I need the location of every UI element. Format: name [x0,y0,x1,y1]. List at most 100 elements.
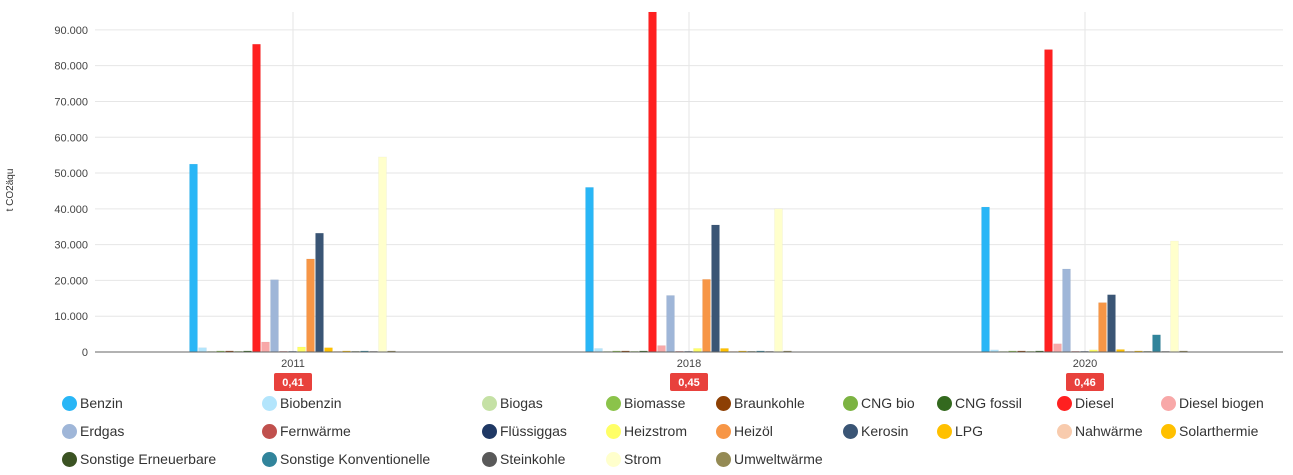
bar[interactable] [324,347,333,353]
y-tick-label: 90.000 [54,25,88,37]
bar[interactable] [594,348,603,353]
legend-item[interactable]: Solarthermie [1161,421,1258,441]
legend-item[interactable]: Biomasse [606,393,685,413]
bar[interactable] [1170,240,1179,353]
legend-marker-icon [262,423,277,439]
legend-marker-icon [843,423,858,439]
legend-marker-icon [843,395,858,411]
x-axis-ticks: 2011 2018 2020 [281,358,1097,370]
bar[interactable] [1107,294,1116,353]
legend-marker-icon [606,423,621,439]
bar[interactable] [297,346,306,353]
bar[interactable] [1044,49,1053,353]
bar[interactable] [189,163,198,353]
bar[interactable] [1098,302,1107,353]
legend-label: CNG fossil [955,395,1022,411]
legend-label: Erdgas [80,423,125,439]
grid-lines [95,12,1283,352]
legend-item[interactable]: CNG bio [843,393,915,413]
legend-marker-icon [482,423,497,439]
legend-label: Steinkohle [500,451,566,467]
legend-item[interactable]: Strom [606,449,661,469]
legend-marker-icon [1161,395,1176,411]
legend-item[interactable]: Steinkohle [482,449,565,469]
legend-item[interactable]: Kerosin [843,421,908,441]
legend-item[interactable]: Diesel [1057,393,1114,413]
legend-label: Solarthermie [1179,423,1259,439]
legend-marker-icon [606,395,621,411]
legend-label: Nahwärme [1075,423,1143,439]
legend-item[interactable]: Umweltwärme [716,449,823,469]
y-tick-label: 80.000 [54,61,88,73]
bar[interactable] [1062,268,1071,353]
legend-label: Heizöl [734,423,773,439]
legend-item[interactable]: Flüssiggas [482,421,567,441]
legend-marker-icon [62,423,77,439]
bar[interactable] [378,156,387,353]
legend-marker-icon [937,395,952,411]
legend-item[interactable]: Sonstige Erneuerbare [62,449,216,469]
ratio-badge: 0,46 [1066,373,1104,391]
legend-label: Diesel biogen [1179,395,1264,411]
bar[interactable] [666,295,675,353]
legend-marker-icon [482,395,497,411]
legend-item[interactable]: Fernwärme [262,421,351,441]
ratio-badge: 0,41 [274,373,312,391]
legend-marker-icon [716,451,731,467]
bar[interactable] [711,224,720,353]
bar[interactable] [648,11,657,353]
legend-item[interactable]: Nahwärme [1057,421,1143,441]
bar[interactable] [1053,343,1062,353]
legend-item[interactable]: Heizstrom [606,421,687,441]
bar[interactable] [981,206,990,353]
bar[interactable] [720,348,729,353]
legend-marker-icon [1057,423,1072,439]
legend-item[interactable]: Biogas [482,393,543,413]
x-tick-label: 2018 [677,358,701,370]
bar[interactable] [693,348,702,353]
legend-label: Strom [624,451,662,467]
legend-item[interactable]: Sonstige Konventionelle [262,449,430,469]
legend-marker-icon [262,451,277,467]
legend-item[interactable]: Benzin [62,393,123,413]
legend-label: Benzin [80,395,123,411]
ratio-badge: 0,45 [670,373,708,391]
bar[interactable] [657,345,666,353]
legend-item[interactable]: Heizöl [716,421,773,441]
legend-item[interactable]: CNG fossil [937,393,1022,413]
bar[interactable] [198,347,207,353]
legend-marker-icon [62,395,77,411]
legend-marker-icon [1161,423,1176,439]
y-tick-label: 70.000 [54,96,88,108]
bar[interactable] [306,258,315,353]
badge-value: 0,45 [678,377,699,389]
bar[interactable] [261,341,270,353]
bar[interactable] [585,187,594,353]
legend-label: Biobenzin [280,395,342,411]
y-tick-label: 20.000 [54,275,88,287]
legend-label: Heizstrom [624,423,688,439]
legend-label: Sonstige Konventionelle [280,451,431,467]
legend-label: Biogas [500,395,543,411]
bar[interactable] [252,43,261,353]
y-tick-label: 0 [82,347,88,359]
x-tick-label: 2020 [1073,358,1097,370]
bar[interactable] [315,232,324,353]
y-axis-label: t CO2äqu [5,169,16,212]
legend-label: Fernwärme [280,423,351,439]
legend-label: Sonstige Erneuerbare [80,451,217,467]
bar[interactable] [774,208,783,353]
badge-value: 0,41 [282,377,303,389]
legend-item[interactable]: Erdgas [62,421,124,441]
bar[interactable] [270,279,279,353]
bar[interactable] [702,279,711,353]
legend-label: Biomasse [624,395,686,411]
legend-item[interactable]: Diesel biogen [1161,393,1264,413]
bar[interactable] [1152,334,1161,353]
y-axis-ticks: 0 10.000 20.000 30.000 40.000 50.000 60.000 70.… [54,25,88,359]
legend-item[interactable]: Braunkohle [716,393,805,413]
legend-marker-icon [937,423,952,439]
legend-item[interactable]: LPG [937,421,983,441]
legend-item[interactable]: Biobenzin [262,393,342,413]
